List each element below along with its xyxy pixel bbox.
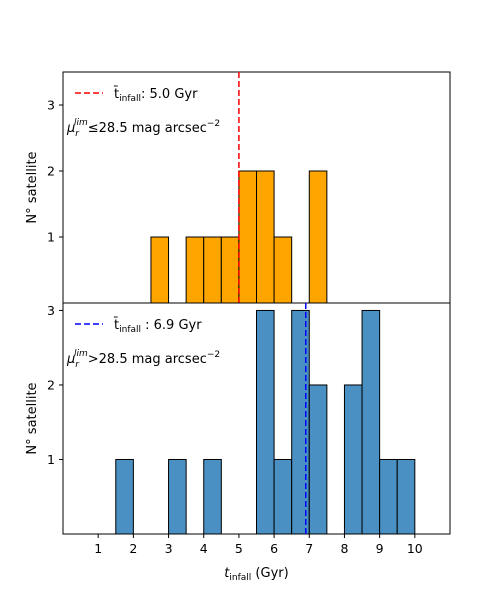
legend-subscript: infall (119, 94, 141, 104)
x-tick-label: 5 (235, 541, 243, 556)
annotation: μrlim≤28.5 mag arcsec−2 (66, 118, 220, 139)
x-tick-label: 3 (165, 541, 173, 556)
x-axis: 1 2 3 4 5 6 7 8 9 10 tinfall (Gyr) (94, 534, 423, 583)
y-tick-label: 2 (47, 164, 55, 179)
x-tick-label: 9 (376, 541, 384, 556)
x-tick-label: 6 (270, 541, 278, 556)
legend-subscript: infall (119, 325, 141, 335)
legend-symbol: t̄ (113, 318, 119, 333)
histogram-bar (115, 458, 134, 535)
top-panel: 1 2 3 N° satellite t̄infall: 5.0 Gyr μrlim≤28… (25, 71, 451, 304)
x-label-symbol: t (224, 566, 230, 581)
x-tick-label: 10 (407, 541, 423, 556)
annotation-subscript: r (75, 129, 80, 139)
histogram-bar (238, 170, 257, 304)
histogram-bar (220, 236, 240, 304)
legend-value: : 6.9 Gyr (141, 318, 202, 333)
x-tick-label: 4 (200, 541, 208, 556)
histogram-bar (273, 458, 293, 535)
histogram-bar (256, 170, 275, 304)
histogram-bar (150, 236, 170, 304)
x-tick-label: 7 (305, 541, 313, 556)
legend-label: t̄infall: 5.0 Gyr (113, 87, 198, 104)
histogram-bar (379, 458, 398, 535)
y-tick-label: 2 (47, 377, 55, 392)
histogram-bar (308, 170, 328, 304)
annotation-superscript: lim (74, 349, 88, 359)
annotation-exponent: −2 (207, 119, 220, 129)
legend-value: : 5.0 Gyr (141, 87, 198, 102)
annotation: μrlim>28.5 mag arcsec−2 (66, 349, 220, 370)
annotation-superscript: lim (74, 118, 88, 128)
bottom-panel: 1 2 3 N° satellite t̄infall : 6.9 Gyr μrlim>2… (25, 302, 451, 535)
annotation-mu: μ (66, 121, 75, 136)
histogram-bar (185, 236, 205, 304)
x-tick-label: 2 (129, 541, 137, 556)
y-axis-label: N° satellite (25, 151, 40, 223)
x-label-unit: (Gyr) (251, 566, 288, 581)
legend-symbol: t̄ (113, 87, 119, 102)
annotation-mu: μ (66, 352, 75, 367)
x-label-subscript: infall (229, 573, 251, 583)
histogram-bar (256, 309, 275, 535)
annotation-subscript: r (75, 360, 80, 370)
histogram-bar (203, 458, 222, 535)
histogram-bar (396, 458, 416, 535)
annotation-text: >28.5 mag arcsec (88, 352, 207, 367)
y-tick-label: 3 (47, 303, 55, 318)
histogram-bar (308, 384, 328, 535)
histogram-bar (343, 384, 363, 535)
histogram-bar (273, 236, 293, 304)
annotation-text: ≤28.5 mag arcsec (88, 121, 207, 136)
histogram-bar (203, 236, 222, 304)
histogram-bar (291, 309, 310, 535)
annotation-exponent: −2 (207, 350, 220, 360)
histogram-bar (361, 309, 381, 535)
x-axis-label: tinfall (Gyr) (224, 566, 288, 583)
x-tick-label: 1 (94, 541, 102, 556)
y-tick-label: 3 (47, 98, 55, 113)
y-axis-label: N° satellite (25, 382, 40, 454)
histogram-bar (168, 458, 187, 535)
x-tick-label: 8 (340, 541, 348, 556)
y-tick-label: 1 (47, 230, 55, 245)
y-tick-label: 1 (47, 452, 55, 467)
legend-label: t̄infall : 6.9 Gyr (113, 318, 202, 335)
